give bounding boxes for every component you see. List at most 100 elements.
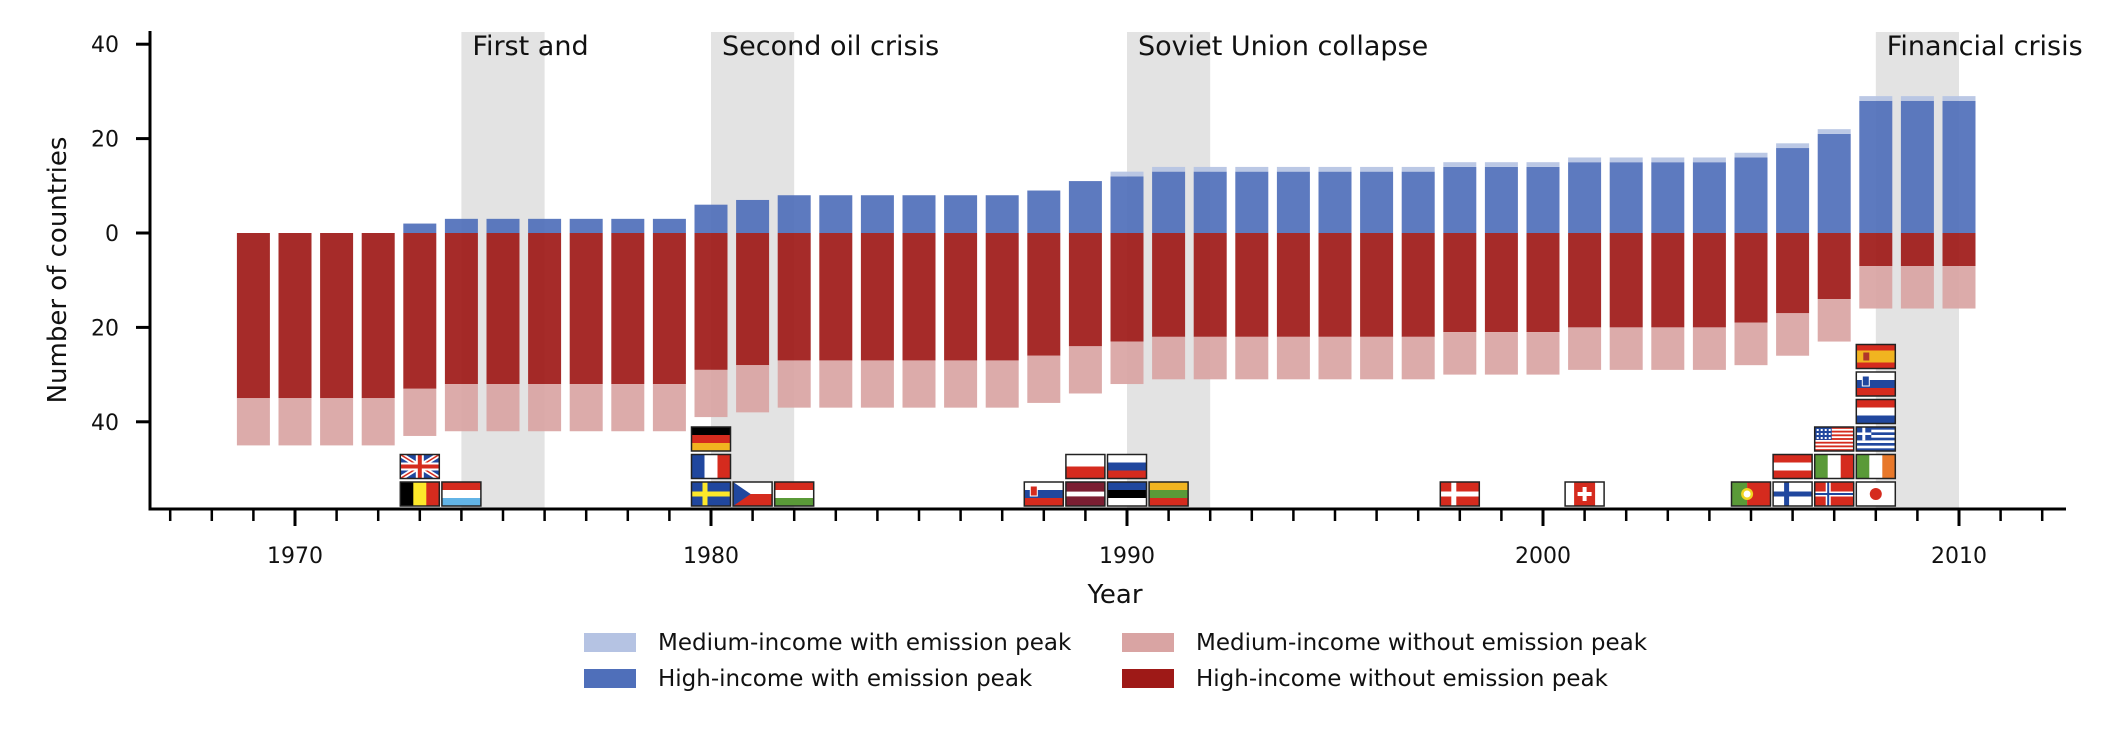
bar-high-income-without-peak: [444, 233, 478, 385]
bar-high-income-without-peak: [860, 233, 894, 361]
bar-medium-income-without-peak: [278, 398, 312, 446]
flag-latvia: [1065, 481, 1106, 507]
bar-high-income-without-peak: [1526, 233, 1560, 333]
bar-high-income-without-peak: [1443, 233, 1477, 333]
flag-spain: [1855, 343, 1897, 370]
bar-medium-income-without-peak: [1152, 336, 1186, 380]
flag-belgium: [399, 481, 441, 507]
bar-high-income-without-peak: [236, 233, 270, 399]
legend-label: Medium-income without emission peak: [1196, 630, 1648, 656]
bars: [236, 96, 1976, 446]
bar-medium-income-with-peak: [1276, 166, 1310, 172]
x-axis-title: Year: [1086, 580, 1142, 610]
bar-high-income-without-peak: [1152, 233, 1186, 337]
bar-medium-income-without-peak: [944, 360, 978, 408]
event-labels: First and Second oil crisis Soviet Union c…: [472, 31, 2082, 62]
y-tick-label: 20: [91, 128, 119, 153]
bar-medium-income-without-peak: [985, 360, 1019, 408]
bar-high-income-without-peak: [486, 233, 520, 385]
bar-medium-income-with-peak: [1609, 157, 1643, 163]
bar-high-income-with-peak: [1568, 162, 1602, 233]
bar-high-income-without-peak: [320, 233, 354, 399]
bar-medium-income-with-peak: [1568, 157, 1602, 163]
bar-medium-income-with-peak: [1443, 162, 1477, 167]
bar-high-income-without-peak: [611, 233, 645, 385]
flag-luxembourg: [441, 481, 482, 507]
bar-high-income-without-peak: [1360, 233, 1394, 337]
bar-high-income-with-peak: [1609, 162, 1643, 233]
bar-medium-income-without-peak: [1526, 332, 1560, 375]
y-tick-label: 40: [91, 411, 119, 436]
y-tick-label: 40: [91, 33, 119, 58]
bar-high-income-with-peak: [569, 218, 603, 233]
bar-medium-income-with-peak: [1942, 96, 1976, 101]
bar-high-income-with-peak: [403, 223, 437, 233]
flag-finland: [1772, 481, 1813, 507]
bar-medium-income-without-peak: [1651, 327, 1685, 370]
bar-medium-income-without-peak: [569, 384, 603, 432]
bar-medium-income-with-peak: [1651, 157, 1685, 163]
bar-high-income-without-peak: [694, 233, 728, 370]
legend-swatch-high-with: [584, 669, 636, 688]
y-axis-ticks: 40 20 0 20 40: [91, 33, 150, 436]
bar-medium-income-without-peak: [486, 384, 520, 432]
bar-high-income-with-peak: [1193, 171, 1227, 233]
bar-medium-income-without-peak: [1360, 336, 1394, 380]
x-tick-label: 1980: [683, 544, 739, 569]
bar-high-income-with-peak: [1027, 190, 1061, 233]
bar-medium-income-with-peak: [1360, 166, 1394, 172]
bar-high-income-with-peak: [1900, 100, 1934, 233]
bar-medium-income-with-peak: [1318, 166, 1352, 172]
bar-high-income-with-peak: [1817, 133, 1851, 233]
bar-medium-income-without-peak: [361, 398, 395, 446]
axes: 40 20 0 20 40 1970 1980 1990 2000 2010: [91, 31, 2066, 569]
flag-slovenia: [1855, 371, 1897, 397]
bar-medium-income-with-peak: [1900, 96, 1934, 101]
y-tick-label: 0: [105, 222, 119, 247]
bar-medium-income-without-peak: [694, 369, 728, 418]
bar-high-income-with-peak: [1276, 171, 1310, 233]
flag-united-kingdom: [398, 452, 441, 481]
flag-switzerland: [1564, 481, 1605, 507]
bar-medium-income-without-peak: [1235, 336, 1269, 380]
bar-medium-income-without-peak: [1276, 336, 1310, 380]
bar-high-income-without-peak: [1276, 233, 1310, 337]
legend-swatch-medium-with: [584, 633, 636, 652]
bar-high-income-with-peak: [819, 195, 853, 233]
bar-high-income-without-peak: [1942, 233, 1976, 267]
bar-medium-income-without-peak: [236, 398, 270, 446]
bar-medium-income-without-peak: [528, 384, 562, 432]
bar-medium-income-with-peak: [1692, 157, 1726, 163]
bar-high-income-without-peak: [1692, 233, 1726, 328]
flag-japan: [1855, 481, 1897, 507]
bar-medium-income-without-peak: [1443, 332, 1477, 375]
bar-high-income-with-peak: [902, 195, 936, 233]
x-axis-ticks: 1970 1980 1990 2000 2010: [168, 509, 2044, 569]
bar-high-income-with-peak: [694, 204, 728, 233]
bar-medium-income-without-peak: [819, 360, 853, 408]
flag-estonia: [1106, 481, 1148, 507]
bar-high-income-with-peak: [1526, 166, 1560, 233]
bar-medium-income-with-peak: [1484, 162, 1518, 167]
bar-medium-income-with-peak: [1859, 96, 1893, 101]
bar-high-income-with-peak: [652, 218, 686, 233]
bar-high-income-without-peak: [1484, 233, 1518, 333]
bar-medium-income-with-peak: [1401, 166, 1435, 172]
event-label: Second oil crisis: [722, 31, 939, 62]
bar-medium-income-without-peak: [1068, 346, 1102, 394]
bar-high-income-without-peak: [1401, 233, 1435, 337]
bar-high-income-with-peak: [736, 199, 770, 233]
bar-high-income-without-peak: [1776, 233, 1810, 314]
bar-medium-income-without-peak: [1568, 327, 1602, 370]
bar-medium-income-with-peak: [1235, 166, 1269, 172]
bar-high-income-with-peak: [1110, 176, 1144, 233]
bar-high-income-with-peak: [777, 195, 811, 233]
flag-germany: [690, 426, 732, 452]
flag-france: [690, 453, 732, 480]
bar-high-income-without-peak: [403, 233, 437, 389]
flag-hungary: [773, 481, 815, 507]
bar-high-income-with-peak: [1443, 166, 1477, 233]
x-tick-label: 2010: [1931, 544, 1987, 569]
bar-medium-income-with-peak: [1817, 129, 1851, 134]
bar-medium-income-with-peak: [1152, 166, 1186, 172]
